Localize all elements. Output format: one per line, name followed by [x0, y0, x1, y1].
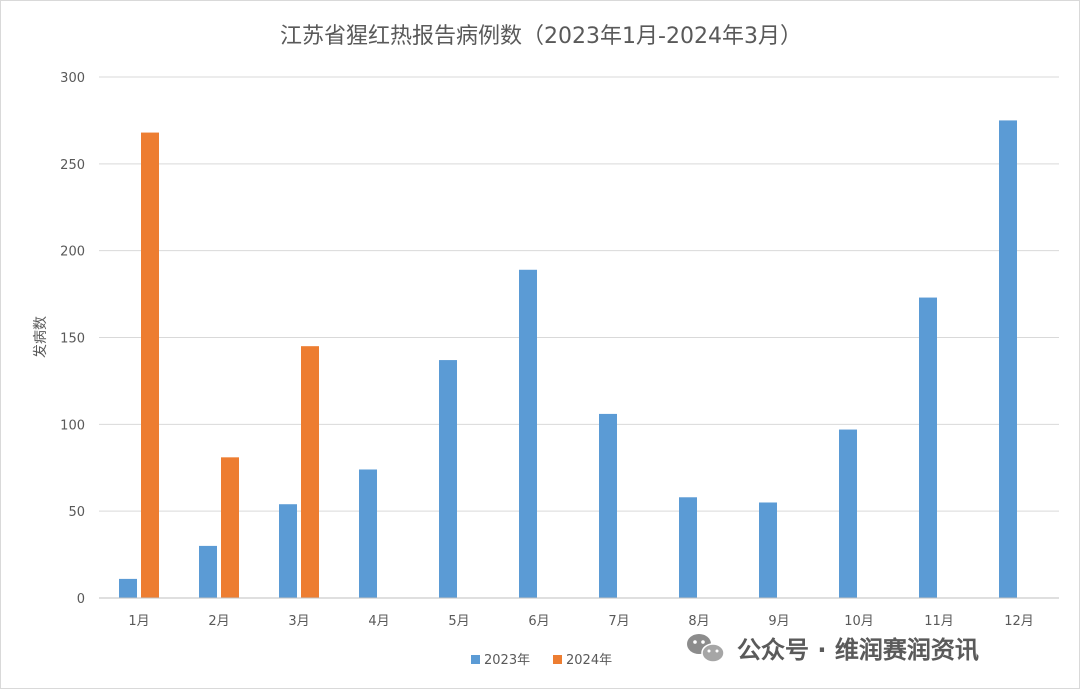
bar-series1: [119, 578, 137, 598]
x-tick-label: 5月: [448, 614, 469, 629]
bar-series1: [359, 469, 377, 598]
bar-series1: [199, 545, 217, 598]
wechat-icon: [687, 634, 725, 663]
y-tick-labels: 0 50 100 150 200 250 300: [60, 71, 85, 607]
bar-series2: [301, 346, 319, 598]
bar-series1: [439, 360, 457, 598]
legend-label: 2023年: [484, 653, 530, 668]
bar-series1: [519, 269, 537, 598]
x-tick-label: 8月: [688, 614, 709, 629]
watermark-text: 公众号 · 维润赛润资讯: [737, 636, 979, 664]
legend: 2023年 2024年: [471, 653, 612, 668]
y-tick-label: 200: [60, 245, 85, 260]
bar-series1: [759, 502, 777, 598]
x-tick-label: 7月: [608, 614, 629, 629]
y-tick-label: 0: [77, 592, 85, 607]
legend-swatch: [471, 655, 480, 664]
x-tick-label: 6月: [528, 614, 549, 629]
watermark: 公众号 · 维润赛润资讯: [687, 634, 979, 664]
y-tick-label: 250: [60, 158, 85, 173]
bar-series2: [141, 132, 159, 598]
bar-series1: [279, 504, 297, 598]
y-axis-label: 发病数: [33, 316, 49, 358]
x-tick-label: 10月: [844, 614, 874, 629]
x-tick-label: 1月: [128, 614, 149, 629]
x-tick-label: 9月: [768, 614, 789, 629]
bars: [119, 120, 1017, 599]
x-tick-label: 11月: [924, 614, 954, 629]
legend-swatch: [553, 655, 562, 664]
bar-series1: [679, 497, 697, 598]
x-tick-labels: 1月 2月 3月 4月 5月 6月 7月 8月 9月 10月 11月 12月: [128, 614, 1033, 629]
bar-series2: [221, 457, 239, 598]
x-tick-label: 12月: [1004, 614, 1034, 629]
legend-label: 2024年: [566, 653, 612, 668]
x-tick-label: 2月: [208, 614, 229, 629]
y-tick-label: 150: [60, 332, 85, 347]
y-tick-label: 100: [60, 418, 85, 433]
x-tick-label: 3月: [288, 614, 309, 629]
bar-series1: [919, 297, 937, 598]
chart-title: 江苏省猩红热报告病例数（2023年1月-2024年3月）: [280, 24, 802, 49]
y-tick-label: 50: [68, 505, 85, 520]
bar-series1: [999, 120, 1017, 599]
y-tick-label: 300: [60, 71, 85, 86]
x-tick-label: 4月: [368, 614, 389, 629]
bar-series1: [599, 413, 617, 598]
bar-series1: [839, 429, 857, 598]
gridlines: [99, 76, 1059, 512]
